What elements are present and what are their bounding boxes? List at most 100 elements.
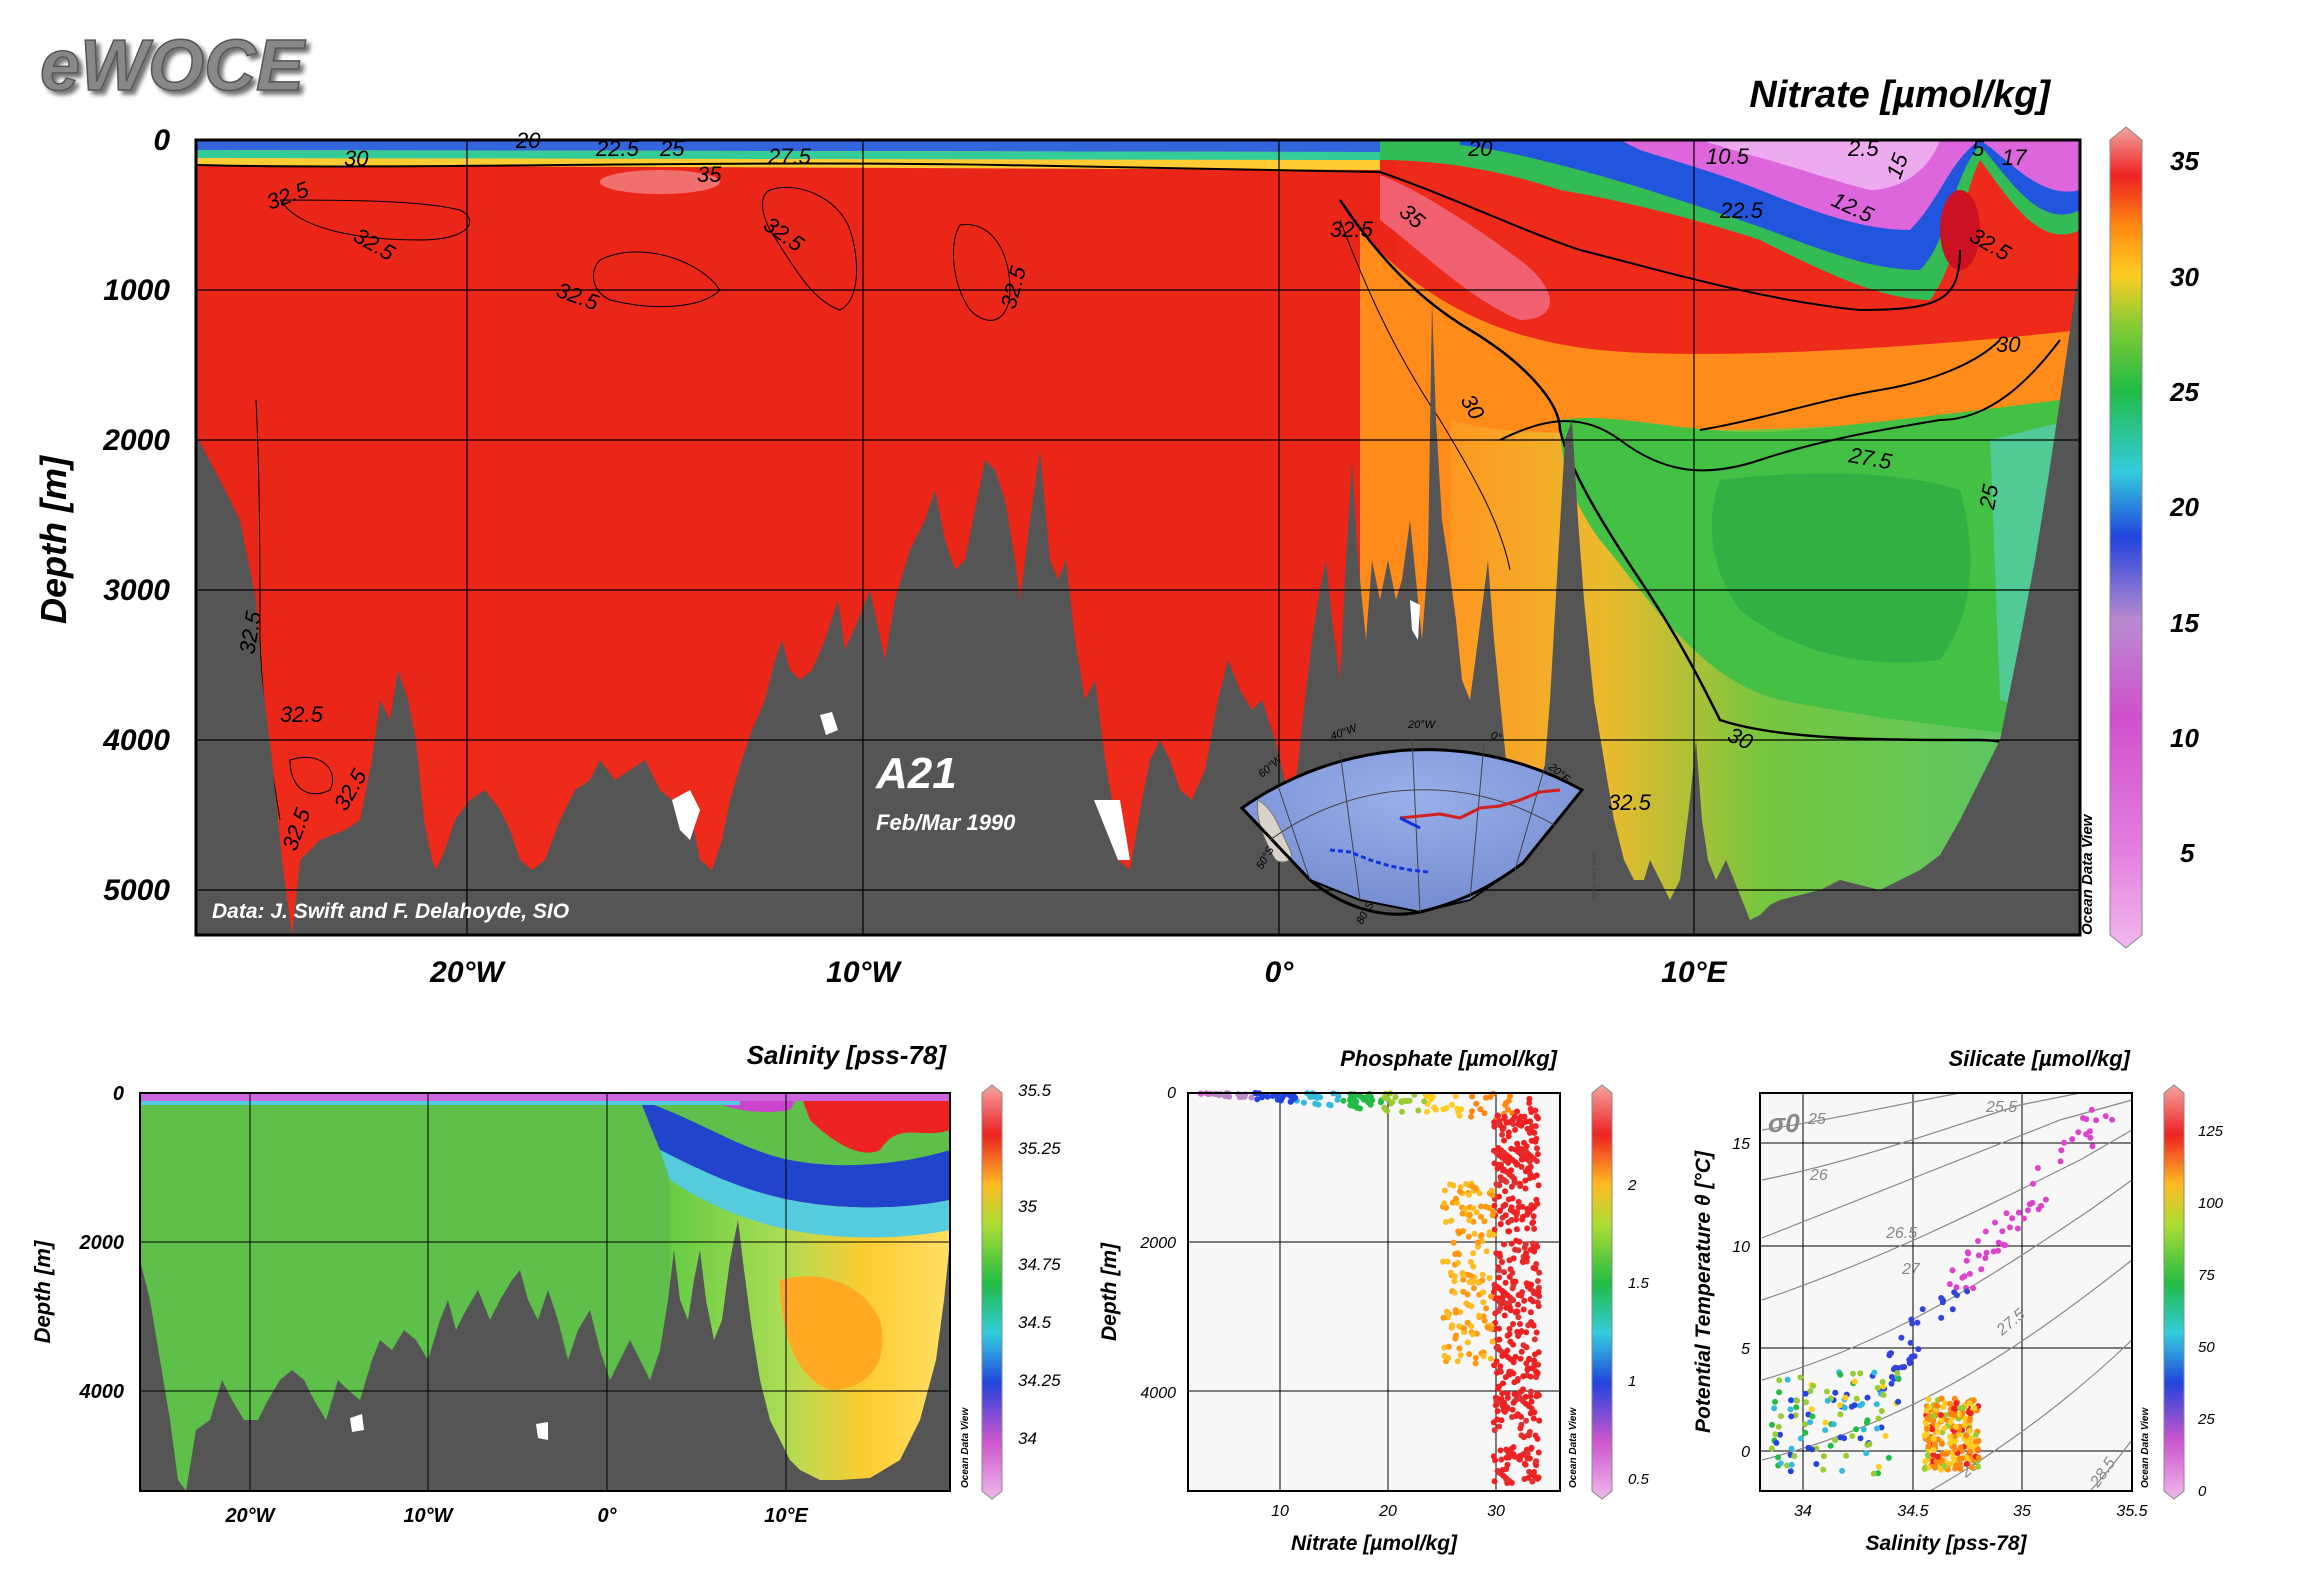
scatter-point xyxy=(1472,1354,1479,1361)
scatter-point xyxy=(1533,1172,1540,1179)
scatter-point xyxy=(1810,1382,1817,1389)
scatter-point xyxy=(1528,1109,1535,1115)
nitrate-y-ticks: 0 1000 2000 3000 4000 5000 xyxy=(102,124,170,907)
scatter-point xyxy=(1486,1205,1493,1211)
scatter-point xyxy=(1878,1408,1885,1414)
scatter-point xyxy=(1495,1469,1502,1476)
scatter-point xyxy=(1451,1273,1458,1280)
scatter-point xyxy=(1528,1128,1535,1135)
scatter-point xyxy=(1820,1453,1827,1460)
scatter-point xyxy=(1863,1450,1870,1457)
scatter-point xyxy=(1501,1312,1508,1319)
contour-label: 32.5 xyxy=(1608,790,1652,815)
scatter-point xyxy=(1464,1291,1471,1298)
scatter-point xyxy=(1851,1402,1858,1409)
scatter-point xyxy=(1491,1202,1498,1209)
scatter-point xyxy=(1938,1440,1945,1447)
scatter-point xyxy=(1531,1336,1538,1343)
scatter-point xyxy=(1788,1397,1794,1404)
scatter-point xyxy=(1512,1278,1519,1285)
scatter-point xyxy=(1444,1308,1450,1315)
scatter-point xyxy=(1527,1171,1534,1178)
contour-label: 22.5 xyxy=(1719,198,1764,223)
y-tick-label: 15 xyxy=(1732,1136,1750,1153)
scatter-point xyxy=(1523,1280,1530,1287)
scatter-point xyxy=(1510,1399,1517,1406)
scatter-point xyxy=(1496,1336,1503,1343)
scatter-point xyxy=(1447,1269,1454,1276)
scatter-point xyxy=(1406,1097,1413,1104)
scatter-point xyxy=(1489,1192,1496,1199)
scatter-point xyxy=(1474,1243,1481,1250)
scatter-point xyxy=(1505,1196,1512,1203)
scatter-point xyxy=(1820,1466,1827,1473)
scatter-point xyxy=(1533,1329,1540,1336)
scatter-point xyxy=(1494,1112,1501,1119)
scatter-point xyxy=(1864,1394,1871,1401)
scatter-point xyxy=(1832,1437,1839,1444)
scatter-point xyxy=(1880,1383,1887,1390)
scatter-point xyxy=(1493,1283,1500,1290)
scatter-point xyxy=(1468,1113,1474,1120)
scatter-point xyxy=(1934,1428,1941,1435)
scatter-point xyxy=(2009,1215,2016,1222)
x-tick-label: 10°W xyxy=(826,956,902,989)
scatter-point xyxy=(1533,1135,1540,1142)
phosphate-plot-frame xyxy=(1187,1092,1561,1492)
scatter-point xyxy=(1495,1145,1502,1152)
scatter-point xyxy=(1837,1402,1844,1409)
scatter-point xyxy=(1874,1384,1881,1391)
scatter-point xyxy=(2093,1117,2100,1124)
scatter-point xyxy=(1925,1443,1932,1450)
scatter-point xyxy=(1938,1395,1945,1402)
colorbar-tick: 25 xyxy=(2197,1411,2215,1428)
scatter-point xyxy=(1522,1393,1529,1400)
scatter-point xyxy=(1451,1289,1458,1296)
map-watermark: Ocean Data View xyxy=(1592,853,1598,900)
contour-line-thin xyxy=(952,223,1011,321)
scatter-point xyxy=(1532,1265,1539,1272)
scatter-point xyxy=(1975,1454,1982,1461)
scatter-point xyxy=(1534,1370,1541,1376)
scatter-point xyxy=(1531,1225,1538,1232)
scatter-point xyxy=(1524,1225,1531,1232)
scatter-point xyxy=(1469,1183,1476,1190)
scatter-point xyxy=(2003,1210,2010,1217)
scatter-point xyxy=(1535,1449,1542,1456)
phosphate-ylabel: Depth [m] xyxy=(1098,1242,1121,1341)
scatter-point xyxy=(1460,1288,1467,1295)
scatter-point xyxy=(1388,1100,1394,1107)
scatter-point xyxy=(2057,1158,2064,1165)
salinity-plot-frame xyxy=(139,1092,951,1492)
scatter-point xyxy=(1788,1461,1795,1468)
scatter-point xyxy=(1509,1173,1516,1180)
scatter-point xyxy=(1966,1270,1973,1277)
scatter-point xyxy=(1772,1398,1778,1405)
scatter-point xyxy=(1932,1464,1939,1471)
scatter-point xyxy=(1866,1441,1873,1448)
scatter-point xyxy=(1476,1190,1483,1197)
colorbar-tick: 1 xyxy=(1628,1373,1636,1390)
scatter-point xyxy=(1469,1331,1476,1338)
colorbar-tick: 34.25 xyxy=(1018,1371,1061,1390)
scatter-point xyxy=(1941,1462,1948,1469)
scatter-point xyxy=(1946,1281,1953,1288)
scatter-point xyxy=(1460,1276,1467,1283)
scatter-point xyxy=(2026,1201,2033,1208)
scatter-point xyxy=(1942,1400,1948,1407)
scatter-point xyxy=(1510,1208,1517,1215)
scatter-point xyxy=(1929,1426,1936,1433)
scatter-point xyxy=(1526,1356,1532,1363)
x-tick-label: 20°W xyxy=(224,1505,276,1527)
scatter-point xyxy=(1483,1305,1490,1312)
contour-label: 22.5 xyxy=(595,136,640,161)
scatter-point xyxy=(1254,1096,1261,1103)
scatter-point xyxy=(1506,1325,1513,1332)
scatter-point xyxy=(1999,1228,2006,1235)
scatter-point xyxy=(1516,1180,1523,1187)
scatter-point xyxy=(1824,1397,1831,1404)
scatter-point xyxy=(1957,1405,1964,1412)
scatter-point xyxy=(1882,1432,1889,1439)
scatter-point xyxy=(1860,1426,1867,1433)
scatter-point xyxy=(1488,1293,1494,1300)
